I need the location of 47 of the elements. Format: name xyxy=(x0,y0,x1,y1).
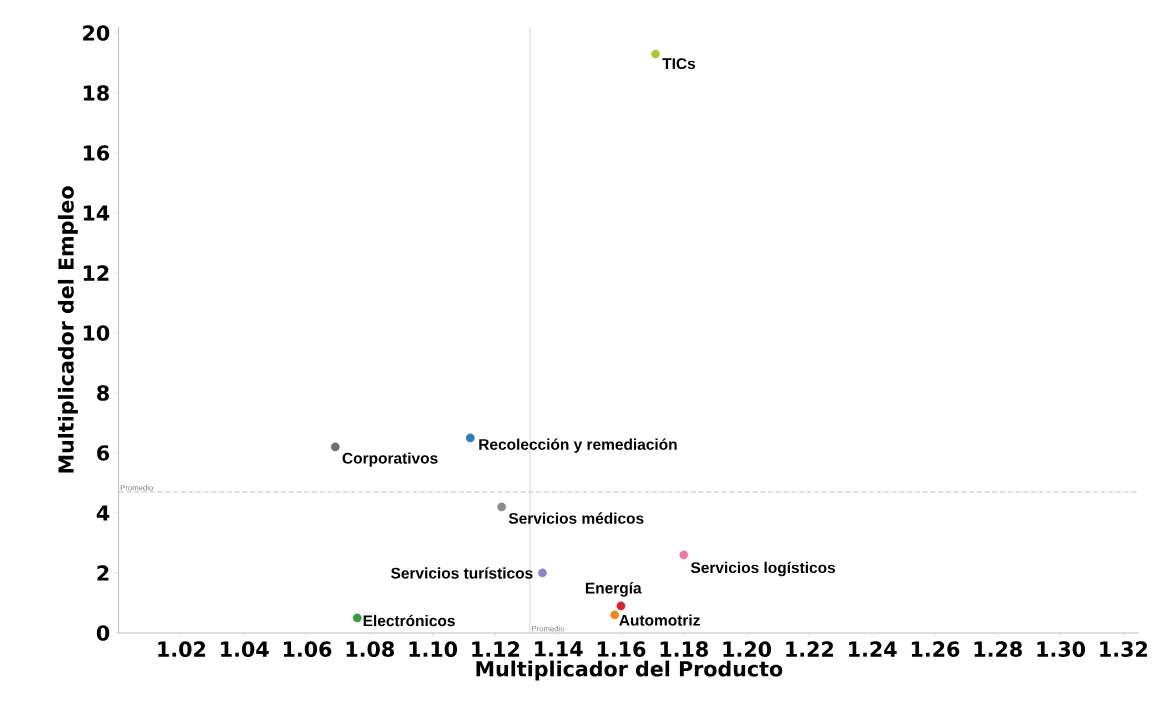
x-tick-label: 1.20 xyxy=(723,641,772,657)
y-tick-label: 4 xyxy=(96,505,110,521)
point xyxy=(465,433,475,443)
x-tick-label: 1.18 xyxy=(660,641,708,657)
x-tick-label: 1.14 xyxy=(535,641,583,657)
point xyxy=(352,613,362,623)
point xyxy=(610,610,620,620)
point xyxy=(497,502,507,512)
point xyxy=(616,601,626,611)
y-tick-label: 20 xyxy=(83,25,110,41)
x-tick-label: 1.30 xyxy=(1037,641,1086,657)
x-tick-label: 1.22 xyxy=(786,641,834,657)
y-axis-title: Multiplicador del Empleo xyxy=(57,186,78,473)
x-tick-label: 1.04 xyxy=(221,641,269,657)
x-tick-label: 1.32 xyxy=(1100,641,1147,657)
x-tick-label: 1.26 xyxy=(911,641,960,657)
x-tick-label: 1.24 xyxy=(849,641,897,657)
x-tick-label: 1.08 xyxy=(346,641,394,657)
point xyxy=(651,49,660,59)
series-label: Corporativos xyxy=(342,452,438,467)
y-tick-label: 10 xyxy=(83,325,110,341)
series-label: Recolección y remediación xyxy=(479,438,677,453)
y-tick-label: 2 xyxy=(97,565,109,581)
series-label: Energía xyxy=(585,581,642,597)
x-tick-label: 1.10 xyxy=(409,641,458,657)
y-tick-label: 14 xyxy=(83,205,110,221)
y-tick-label: 0 xyxy=(96,625,110,641)
point xyxy=(330,442,340,452)
x-tick-label: 1.02 xyxy=(158,641,206,657)
y-tick-label: 6 xyxy=(97,445,110,461)
series-label: Servicios turísticos xyxy=(391,567,533,579)
y-tick-label: 8 xyxy=(97,385,109,401)
series-label: Servicios logísticos xyxy=(690,561,836,577)
point xyxy=(679,550,689,560)
y-tick-label: 12 xyxy=(83,265,109,281)
series-label: Automotriz xyxy=(619,614,700,626)
series-label: Electrónicos xyxy=(363,614,455,627)
x-tick-label: 1.06 xyxy=(283,641,332,657)
x-tick-label: 1.12 xyxy=(472,641,520,657)
y-tick-label: 18 xyxy=(83,85,109,101)
series-label: Servicios médicos xyxy=(508,512,644,524)
x-axis-title: Multiplicador del Producto xyxy=(476,660,783,681)
x-tick-label: 1.28 xyxy=(974,641,1022,657)
point xyxy=(538,568,547,578)
x-tick-label: 1.16 xyxy=(597,641,646,657)
y-tick-label: 16 xyxy=(83,145,110,161)
series-label: TICs xyxy=(662,58,696,69)
